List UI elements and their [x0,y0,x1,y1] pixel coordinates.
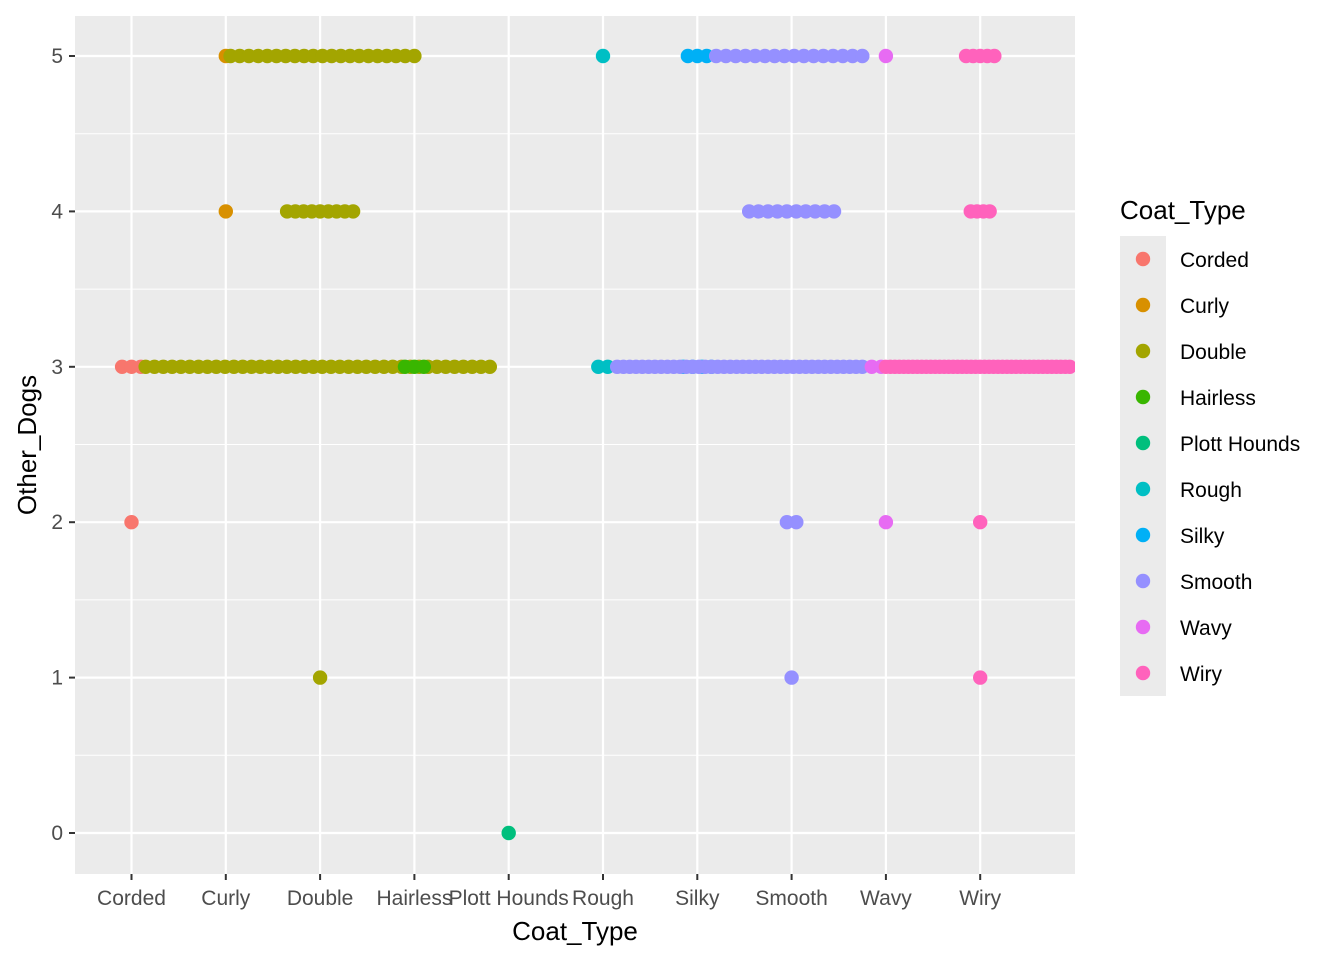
x-tick-label: Wavy [860,887,912,910]
legend-key [1135,665,1151,681]
legend-label: Smooth [1180,571,1252,594]
legend-key [1135,619,1151,635]
y-tick-label: 1 [51,667,63,690]
legend-key [1135,435,1151,451]
data-point [973,670,988,685]
legend-key [1135,481,1151,497]
data-point [482,359,498,374]
legend-title: Coat_Type [1120,195,1246,225]
legend-label: Wiry [1180,663,1222,686]
legend: Coat_Type Corded Curly Double Hairless Plott… [1120,195,1300,696]
data-point [878,515,894,530]
data-point [345,204,361,219]
data-point [855,48,870,64]
x-tick-label: Wiry [959,887,1001,910]
y-tick-label: 5 [51,45,63,68]
legend-key [1135,527,1151,543]
data-point [789,515,804,530]
y-tick-label: 3 [51,356,63,379]
grid-major [75,16,1075,874]
y-tick-label: 4 [51,200,63,223]
data-point [407,48,422,64]
data-point [982,204,997,219]
legend-key-background [1120,236,1166,696]
y-axis: 0 1 2 3 4 5 [51,45,75,845]
data-point [878,48,894,64]
legend-label: Rough [1180,479,1242,502]
legend-label: Hairless [1180,387,1256,410]
data-point [595,48,611,64]
grid-minor [75,133,1075,756]
legend-key [1135,389,1151,405]
data-point [826,204,842,219]
x-tick-label: Rough [572,887,634,910]
x-tick-label: Hairless [376,887,452,910]
data-point [218,204,233,219]
x-tick-label: Plott Hounds [449,887,569,910]
data-point [987,48,1002,64]
legend-label: Wavy [1180,617,1232,640]
legend-label: Double [1180,341,1247,364]
legend-label: Plott Hounds [1180,433,1300,456]
x-axis-title: Coat_Type [512,916,638,946]
legend-key [1135,343,1151,359]
x-tick-label: Silky [675,887,720,910]
y-tick-label: 0 [51,822,63,845]
data-point [973,515,988,530]
legend-key [1135,297,1151,313]
legend-key [1135,573,1151,589]
legend-key [1135,251,1151,267]
x-tick-label: Curly [201,887,251,910]
y-tick-label: 2 [51,511,63,534]
legend-label: Curly [1180,295,1230,318]
data-point [501,825,516,841]
data-point [1062,359,1075,374]
x-tick-label: Corded [97,887,166,910]
x-tick-label: Double [287,887,354,910]
legend-label: Silky [1180,525,1225,548]
data-point [312,670,328,685]
y-axis-title: Other_Dogs [12,375,42,515]
legend-label: Corded [1180,249,1249,272]
data-points [114,48,1075,841]
data-point [124,515,139,530]
legend-items: Corded Curly Double Hairless Plott Hounds Rou… [1135,249,1300,686]
data-point [784,670,799,685]
x-tick-label: Smooth [755,887,827,910]
data-point [416,359,432,374]
